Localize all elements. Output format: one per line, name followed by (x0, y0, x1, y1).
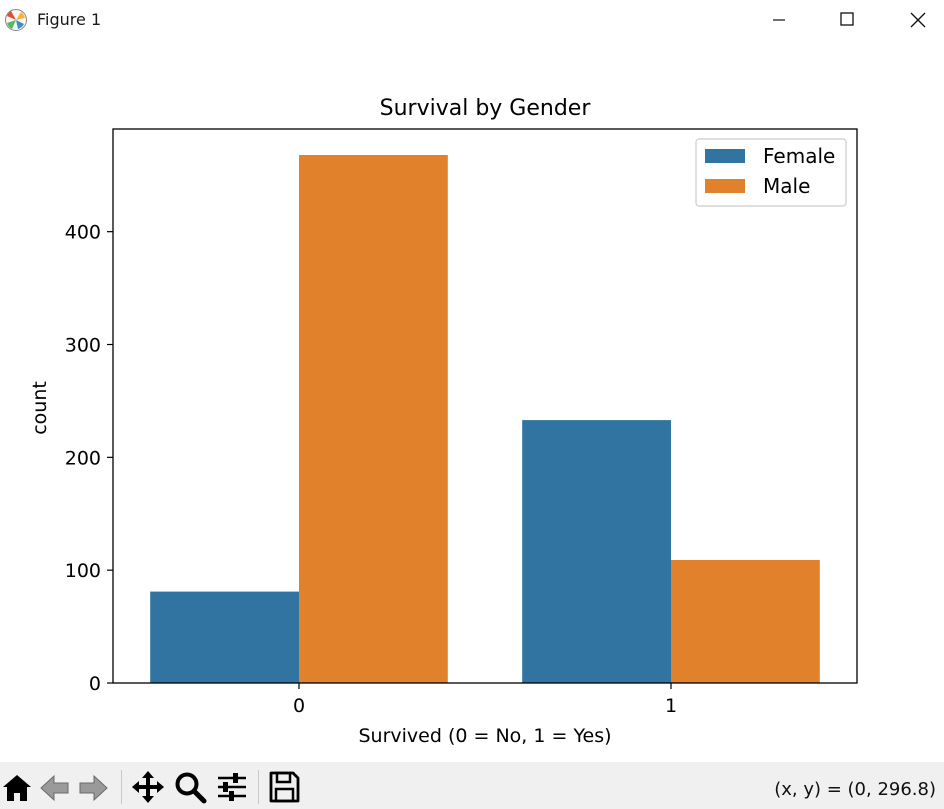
y-tick-label: 0 (89, 673, 101, 695)
zoom-button[interactable] (173, 770, 207, 804)
y-axis-label: count (29, 381, 51, 435)
legend-swatch-male (705, 179, 745, 193)
legend-label-male: Male (763, 174, 810, 198)
legend-label-female: Female (763, 144, 835, 168)
x-tick-label: 0 (293, 695, 305, 717)
navigation-toolbar: (x, y) = (0, 296.8) (0, 762, 944, 809)
zoom-icon (175, 772, 207, 804)
close-button[interactable] (895, 0, 941, 40)
maximize-icon (840, 12, 854, 26)
configure-subplots-icon (218, 773, 246, 801)
legend: Female Male (695, 138, 847, 207)
x-axis-label: Survived (0 = No, 1 = Yes) (358, 725, 611, 747)
close-icon (910, 12, 926, 28)
y-tick-label: 300 (65, 335, 101, 357)
bar-male-0 (299, 155, 448, 683)
forward-button[interactable] (76, 770, 110, 804)
legend-swatch-female (705, 149, 745, 163)
y-tick-label: 200 (65, 447, 101, 469)
matplotlib-icon (5, 9, 27, 31)
title-bar: Figure 1 (0, 0, 944, 40)
forward-icon (79, 774, 108, 802)
minimize-button[interactable] (756, 0, 802, 40)
bar-female-1 (522, 420, 671, 683)
home-icon (3, 775, 31, 801)
minimize-icon (773, 19, 785, 21)
y-tick-label: 400 (65, 222, 101, 244)
bar-male-1 (671, 560, 820, 683)
bar-chart: Survival by Gender 0 1 0 100 200 300 400 Survi… (29, 96, 858, 747)
home-button[interactable] (0, 770, 34, 804)
pan-icon (132, 771, 164, 803)
bar-female-0 (150, 591, 299, 683)
toolbar-separator (121, 770, 122, 804)
toolbar-separator (258, 770, 259, 804)
back-icon (40, 774, 69, 802)
x-tick-label: 1 (665, 695, 677, 717)
maximize-button[interactable] (824, 0, 870, 40)
save-icon (269, 771, 300, 803)
y-tick-label: 100 (65, 560, 101, 582)
plot-area-frame (112, 128, 858, 684)
pan-button[interactable] (131, 770, 165, 804)
back-button[interactable] (38, 770, 72, 804)
cursor-coordinates: (x, y) = (0, 296.8) (774, 779, 936, 800)
window-title: Figure 1 (37, 10, 102, 29)
configure-subplots-button[interactable] (215, 770, 249, 804)
save-button[interactable] (267, 770, 301, 804)
figure-canvas[interactable]: Survival by Gender 0 1 0 100 200 300 400 Survi… (0, 40, 944, 762)
chart-title: Survival by Gender (380, 96, 592, 121)
